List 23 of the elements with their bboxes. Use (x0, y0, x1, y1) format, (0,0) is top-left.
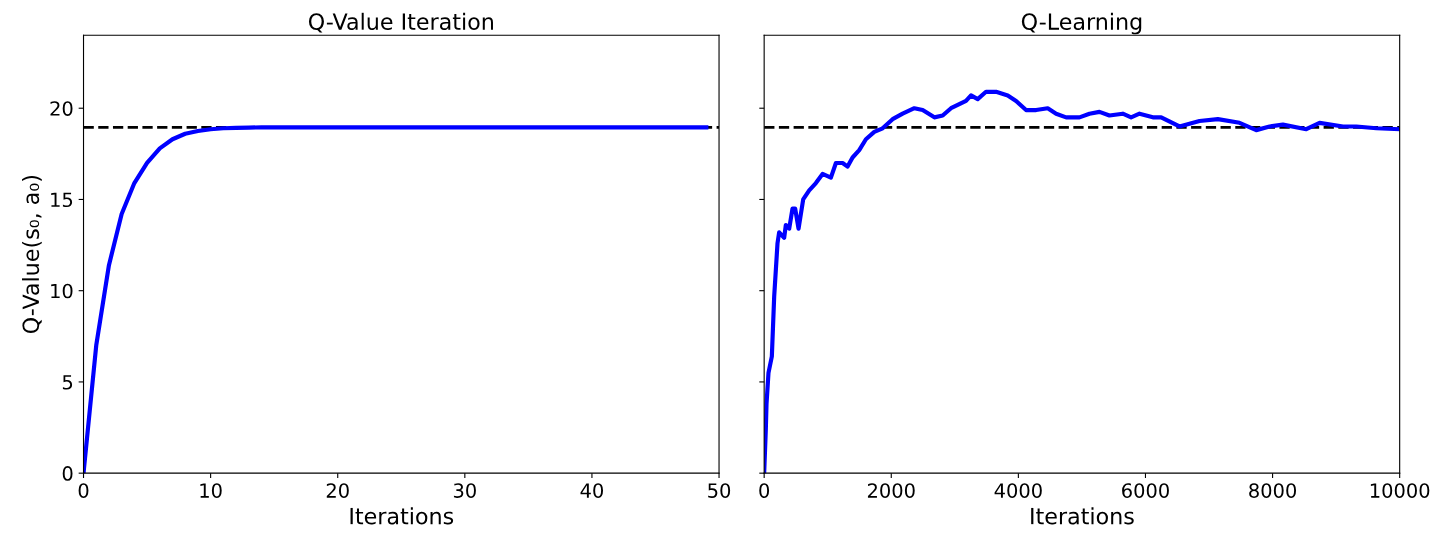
x-tick-label: 10000 (1370, 483, 1430, 498)
x-tick-label: 0 (78, 483, 89, 498)
y-tick-label: 5 (62, 375, 73, 390)
x-tick-label: 6000 (1122, 483, 1169, 498)
x-axis-title: Iterations (350, 507, 454, 525)
y-tick-label: 0 (62, 466, 73, 481)
x-tick-label: 20 (326, 483, 349, 498)
y-tick-label: 15 (51, 192, 73, 208)
x-axis-title: Iterations (1031, 507, 1134, 525)
chart-title: Q-Learning (1021, 12, 1142, 35)
x-tick-label: 8000 (1249, 483, 1297, 498)
x-tick-label: 40 (580, 483, 604, 498)
y-axis-title: Q-Value(s₀, a₀) (21, 175, 42, 334)
x-tick-label: 2000 (867, 483, 915, 498)
y-tick-label: 20 (50, 101, 73, 116)
chart-title: Q-Value Iteration (308, 12, 493, 33)
y-tick-label: 10 (51, 283, 73, 299)
line-series (83, 125, 709, 474)
x-tick-label: 10 (200, 483, 222, 498)
x-tick-label: 0 (759, 483, 770, 498)
x-tick-label: 30 (453, 483, 476, 498)
x-tick-label: 50 (708, 483, 731, 498)
x-tick-label: 4000 (994, 483, 1042, 498)
